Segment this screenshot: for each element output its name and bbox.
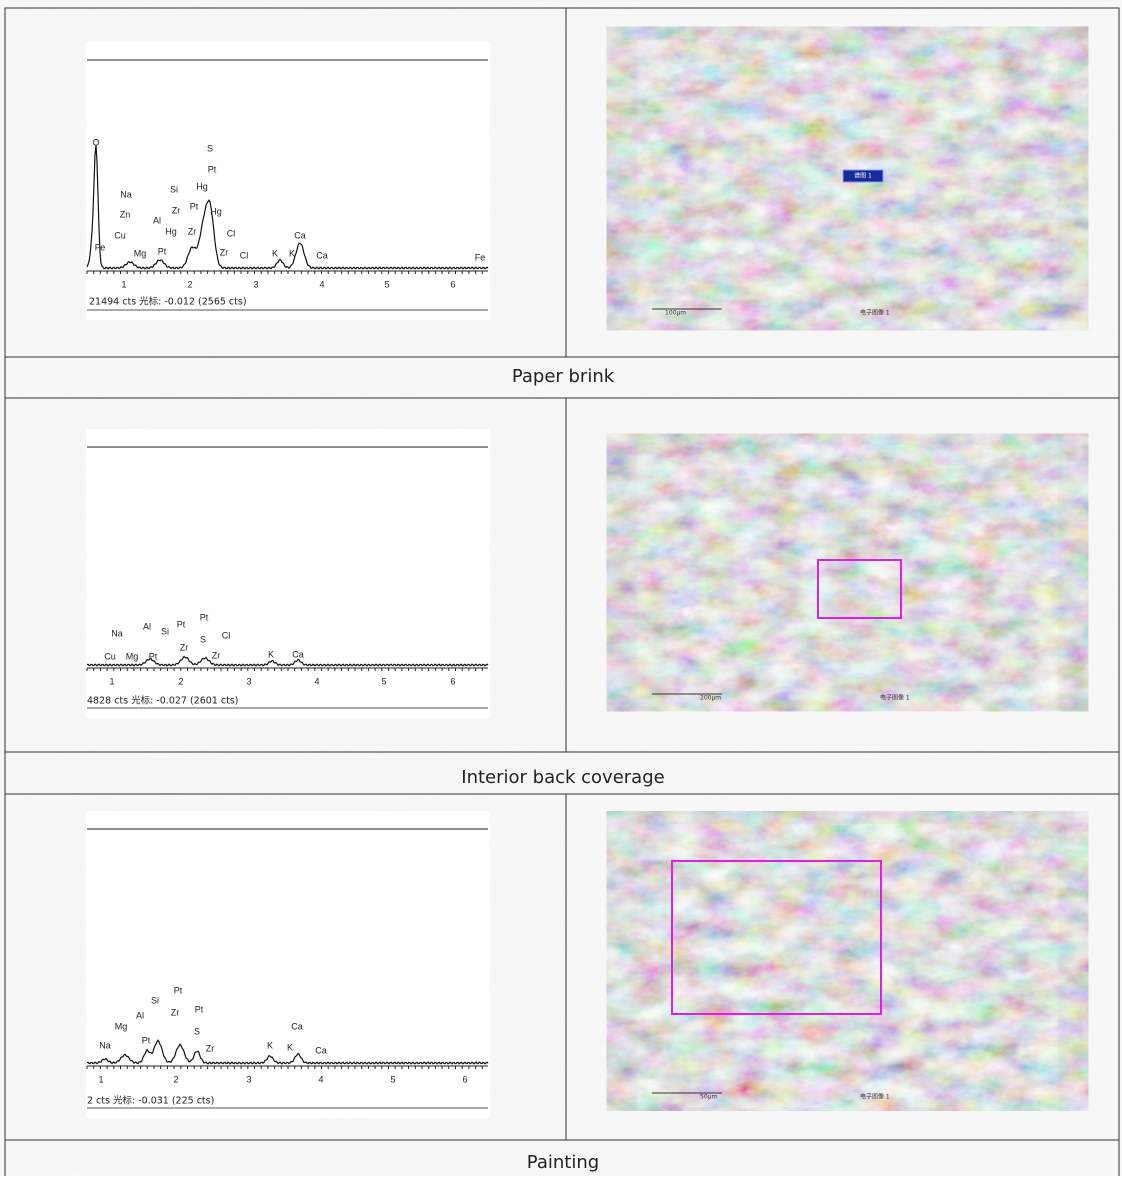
peak-label: Mg — [115, 1021, 128, 1031]
peak-label: Pt — [208, 164, 217, 174]
peak-label: Pt — [200, 612, 209, 622]
peak-label: Zr — [180, 642, 189, 652]
peak-label: Al — [143, 621, 151, 631]
peak-label: Zr — [172, 205, 181, 215]
peak-label: Al — [136, 1010, 144, 1020]
axis-label: 4 — [319, 279, 324, 289]
row-caption: Paper brink — [512, 366, 615, 387]
peak-label: Si — [151, 995, 159, 1005]
axis-label: 1 — [109, 676, 114, 686]
peak-label: Fe — [95, 242, 106, 252]
peak-label: Cl — [222, 630, 231, 640]
scale-label: 200μm — [700, 695, 721, 702]
axis-label: 3 — [246, 1074, 251, 1084]
peak-label: Pt — [142, 1035, 151, 1045]
cursor-info: 2 cts 光标: -0.031 (225 cts) — [87, 1095, 214, 1107]
axis-label: 1 — [121, 279, 126, 289]
chart-bg — [86, 811, 490, 1118]
axis-label: 6 — [450, 279, 455, 289]
peak-label: Pt — [174, 985, 183, 995]
peak-label: Zn — [120, 209, 131, 219]
axis-label: 2 — [187, 279, 192, 289]
peak-label: Zr — [212, 650, 221, 660]
spectrum-line — [86, 1039, 489, 1065]
peak-label: Na — [99, 1040, 111, 1050]
marker-bg — [842, 169, 884, 183]
peak-label: Na — [111, 628, 123, 638]
scale-label: 50μm — [700, 1094, 717, 1101]
peak-label: Al — [153, 215, 161, 225]
axis-label: 2 — [178, 676, 183, 686]
scale-label: 100μm — [665, 310, 686, 317]
row-caption: Interior back coverage — [461, 767, 664, 788]
peak-label: Ca — [315, 1045, 327, 1055]
peak-label: Pt — [190, 201, 199, 211]
sem-image — [647, 457, 1048, 688]
axis-label: 4 — [314, 676, 319, 686]
peak-label: Cl — [240, 250, 249, 260]
peak-label: Cl — [227, 228, 236, 238]
peak-label: Fe — [475, 252, 486, 262]
peak-label: Mg — [126, 651, 139, 661]
peak-label: Pt — [195, 1004, 204, 1014]
axis-label: 4 — [318, 1074, 323, 1084]
axis-label: 3 — [246, 676, 251, 686]
image-caption: 电子图像 1 — [860, 1093, 890, 1101]
peak-label: Ca — [291, 1021, 303, 1031]
peak-label: S — [207, 143, 213, 153]
spectrum-line — [86, 655, 489, 667]
table-grid — [4, 7, 1120, 1180]
peak-label: Hg — [210, 206, 222, 216]
axis-label: 3 — [253, 279, 258, 289]
peak-label: Ca — [294, 230, 306, 240]
peak-label: Cu — [114, 230, 126, 240]
peak-label: S — [194, 1026, 200, 1036]
axis-label: 5 — [384, 279, 389, 289]
peak-label: Si — [170, 184, 178, 194]
cursor-info: 4828 cts 光标: -0.027 (2601 cts) — [87, 695, 239, 707]
peak-label: Mg — [134, 248, 147, 258]
peak-label: Pt — [177, 619, 186, 629]
peak-label: Hg — [165, 226, 177, 236]
peak-label: S — [200, 634, 206, 644]
peak-label: K — [267, 1040, 273, 1050]
peak-label: Na — [120, 189, 132, 199]
peak-label: Zr — [171, 1007, 180, 1017]
spectrum-line — [86, 145, 489, 270]
peak-label: Pt — [158, 246, 167, 256]
axis-label: 6 — [462, 1074, 467, 1084]
image-caption: 电子图像 1 — [860, 309, 890, 317]
chart-bg — [86, 429, 490, 718]
analysis-box — [671, 860, 882, 1015]
cursor-info: 21494 cts 光标: -0.012 (2565 cts) — [89, 296, 247, 308]
peak-label: K — [268, 649, 274, 659]
axis-label: 5 — [381, 676, 386, 686]
peak-label: O — [92, 137, 99, 147]
axis-label: 6 — [450, 676, 455, 686]
marker-label: 谱图 1 — [854, 172, 872, 180]
peak-label: Zr — [206, 1043, 215, 1053]
axis-label: 2 — [173, 1074, 178, 1084]
peak-label: Si — [161, 626, 169, 636]
peak-label: Zr — [188, 226, 197, 236]
peak-label: Cu — [104, 651, 116, 661]
axis-label: 5 — [390, 1074, 395, 1084]
peak-label: K — [287, 1042, 293, 1052]
sem-image — [647, 836, 1048, 1086]
peak-label: Pt — [149, 651, 158, 661]
axis-label: 1 — [98, 1074, 103, 1084]
peak-label: K — [272, 248, 278, 258]
image-caption: 电子图像 1 — [880, 694, 910, 702]
peak-label: Hg — [196, 181, 208, 191]
peak-label: K — [289, 248, 295, 258]
chart-bg — [86, 42, 490, 320]
peak-label: Ca — [292, 649, 304, 659]
analysis-box — [817, 559, 902, 619]
peak-label: Zr — [220, 247, 229, 257]
row-caption: Painting — [527, 1152, 599, 1173]
peak-label: Ca — [316, 250, 328, 260]
